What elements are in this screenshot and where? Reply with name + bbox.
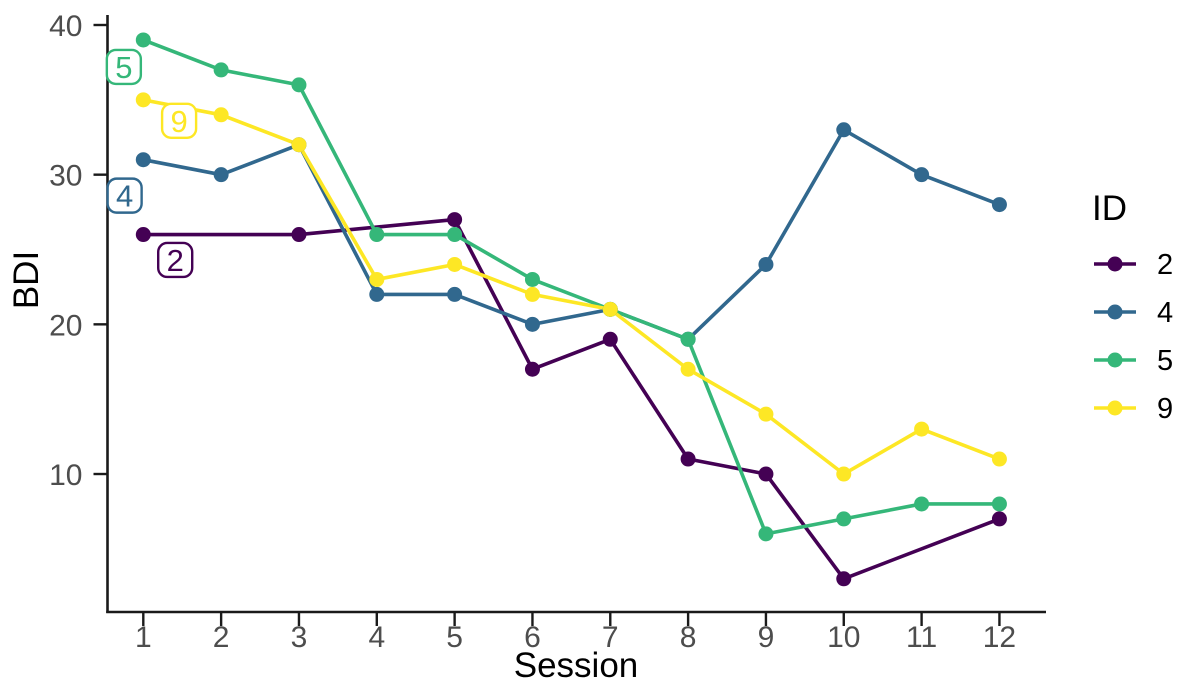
series-label-box [106,177,143,214]
legend-key-point [1107,256,1123,272]
data-point [836,466,852,482]
x-tick-label: 11 [906,621,937,654]
series-label-text: 4 [116,179,133,214]
y-axis-title: BDI [7,251,46,309]
x-tick-label: 3 [291,621,308,654]
series-points-5 [135,32,1007,542]
x-tick-label: 8 [680,621,697,654]
data-point [524,286,540,302]
series-points-9 [135,92,1007,482]
data-point [135,227,151,243]
x-tick-label: 10 [827,621,860,654]
series-line-2 [143,217,1001,581]
legend-key-point [1107,352,1123,368]
data-point [602,301,618,317]
x-tick-label: 1 [135,621,152,654]
data-point [447,256,463,272]
series-label-text: 5 [115,50,132,85]
data-point [836,571,852,587]
y-tick-label: 30 [49,160,82,193]
data-point [914,421,930,437]
data-point [758,466,774,482]
data-point [524,316,540,332]
data-point [291,227,307,243]
x-tick-label: 2 [213,621,230,654]
series-line-5 [142,38,1000,536]
y-tick-label: 10 [49,459,82,492]
legend-item-9: 9 [1094,393,1173,425]
legend-item-4: 4 [1094,297,1173,329]
data-point [680,361,696,377]
data-point [991,197,1007,213]
data-point [914,167,930,183]
x-tick-label: 7 [602,621,619,654]
data-point [213,107,229,123]
data-point [991,451,1007,467]
series-label-9: 9 [160,102,198,139]
data-point [758,406,774,422]
data-point [447,227,463,243]
data-point [291,77,307,93]
x-tick-label: 9 [758,621,775,654]
data-point [213,62,229,78]
data-point [836,122,852,138]
data-point [758,256,774,272]
series-label-text: 9 [170,104,187,139]
series-label-box [160,102,198,139]
series-label-box [105,48,143,86]
legend-label: 4 [1157,297,1173,329]
series-label-5: 5 [105,48,143,86]
x-tick-label: 5 [446,621,463,654]
legend-label: 9 [1157,393,1173,425]
data-point [758,526,774,542]
data-point [369,227,385,243]
data-point [836,511,852,527]
legend-key-point [1107,304,1123,320]
legend-label: 5 [1157,345,1173,377]
x-tick-label: 6 [524,621,541,654]
y-tick-label: 40 [49,10,82,43]
data-point [135,32,151,48]
data-point [213,167,229,183]
data-point [680,331,696,347]
series-label-text: 2 [167,243,184,278]
data-point [135,152,151,168]
data-point [291,137,307,153]
y-tick-label: 20 [49,309,82,342]
data-point [369,271,385,287]
data-point [602,331,618,347]
legend-title: ID [1092,189,1127,228]
data-point [991,496,1007,512]
legend-item-5: 5 [1094,345,1173,377]
data-point [447,212,463,228]
data-point [369,286,385,302]
series-label-4: 4 [106,177,143,214]
data-point [524,271,540,287]
series-line-9 [142,98,1001,476]
data-point [680,451,696,467]
data-point [135,92,151,108]
series-points-2 [135,212,1007,587]
series-line-4 [142,127,1001,342]
data-point [991,511,1007,527]
series-label-box [157,241,194,279]
data-point [524,361,540,377]
data-point [914,496,930,512]
legend: 2 4 5 9 [1094,249,1173,425]
x-tick-label: 12 [983,621,1016,654]
data-point [447,286,463,302]
series-label-2: 2 [157,241,194,279]
x-axis-title: Session [514,646,639,685]
legend-label: 2 [1157,249,1173,281]
legend-key-point [1107,400,1123,416]
x-tick-label: 4 [368,621,385,654]
legend-item-2: 2 [1094,249,1173,281]
